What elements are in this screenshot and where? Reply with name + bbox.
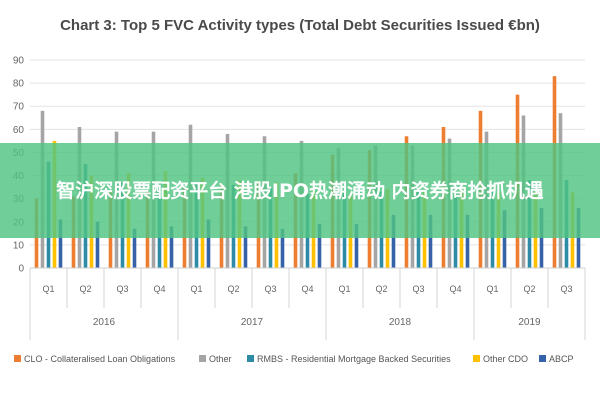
x-tick-label: Q3 <box>560 284 572 294</box>
bar <box>58 219 63 268</box>
legend-swatch <box>539 355 546 362</box>
bar <box>391 214 396 268</box>
bar <box>502 210 507 268</box>
bar <box>465 214 470 268</box>
x-tick-label: Q4 <box>153 284 165 294</box>
y-tick-label: 60 <box>13 125 25 136</box>
bar <box>354 224 359 268</box>
overlay-text: 智沪深股票配资平台 港股IPO热潮涌动 内资券商抢抓机遇 <box>56 179 544 202</box>
x-tick-label: Q3 <box>412 284 424 294</box>
bar <box>280 228 285 268</box>
y-tick-label: 10 <box>13 240 25 251</box>
x-tick-label: Q4 <box>301 284 313 294</box>
y-tick-label: 80 <box>13 79 25 90</box>
legend-label: ABCP <box>549 354 574 364</box>
bar <box>169 226 174 268</box>
bar <box>243 226 248 268</box>
x-tick-label: Q1 <box>42 284 54 294</box>
year-label: 2019 <box>518 317 541 328</box>
legend-label: RMBS - Residential Mortgage Backed Secur… <box>257 354 451 364</box>
x-tick-label: Q1 <box>338 284 350 294</box>
year-label: 2018 <box>389 317 412 328</box>
bar <box>206 219 211 268</box>
x-tick-label: Q4 <box>449 284 461 294</box>
x-tick-label: Q3 <box>116 284 128 294</box>
chart-title: Chart 3: Top 5 FVC Activity types (Total… <box>60 17 540 34</box>
y-tick-label: 70 <box>13 102 25 113</box>
x-tick-label: Q2 <box>375 284 387 294</box>
bar <box>132 228 137 268</box>
legend-label: CLO - Collateralised Loan Obligations <box>24 354 176 364</box>
bar <box>95 221 100 268</box>
y-tick-label: 90 <box>13 56 25 67</box>
overlay-banner: 智沪深股票配资平台 港股IPO热潮涌动 内资券商抢抓机遇 <box>0 143 600 238</box>
legend: CLO - Collateralised Loan Obligations Oth… <box>14 354 574 364</box>
y-tick-label: 0 <box>18 264 24 275</box>
legend-swatch <box>199 355 206 362</box>
x-tick-label: Q3 <box>264 284 276 294</box>
year-label: 2017 <box>241 317 264 328</box>
x-tick-label: Q1 <box>486 284 498 294</box>
x-tick-label: Q2 <box>523 284 535 294</box>
legend-label: Other <box>209 354 232 364</box>
x-axis: Q1 Q2 Q3 Q4 Q1 Q2 Q3 Q4 Q1 Q2 Q3 Q4 Q1 Q2 Q3 2016 2017 20… <box>29 267 586 340</box>
legend-swatch <box>473 355 480 362</box>
x-tick-label: Q2 <box>79 284 91 294</box>
x-tick-label: Q2 <box>227 284 239 294</box>
x-tick-label: Q1 <box>190 284 202 294</box>
year-label: 2016 <box>93 317 116 328</box>
bar <box>317 224 322 268</box>
legend-swatch <box>14 355 21 362</box>
legend-label: Other CDO <box>483 354 528 364</box>
bar <box>428 214 433 268</box>
legend-swatch <box>247 355 254 362</box>
